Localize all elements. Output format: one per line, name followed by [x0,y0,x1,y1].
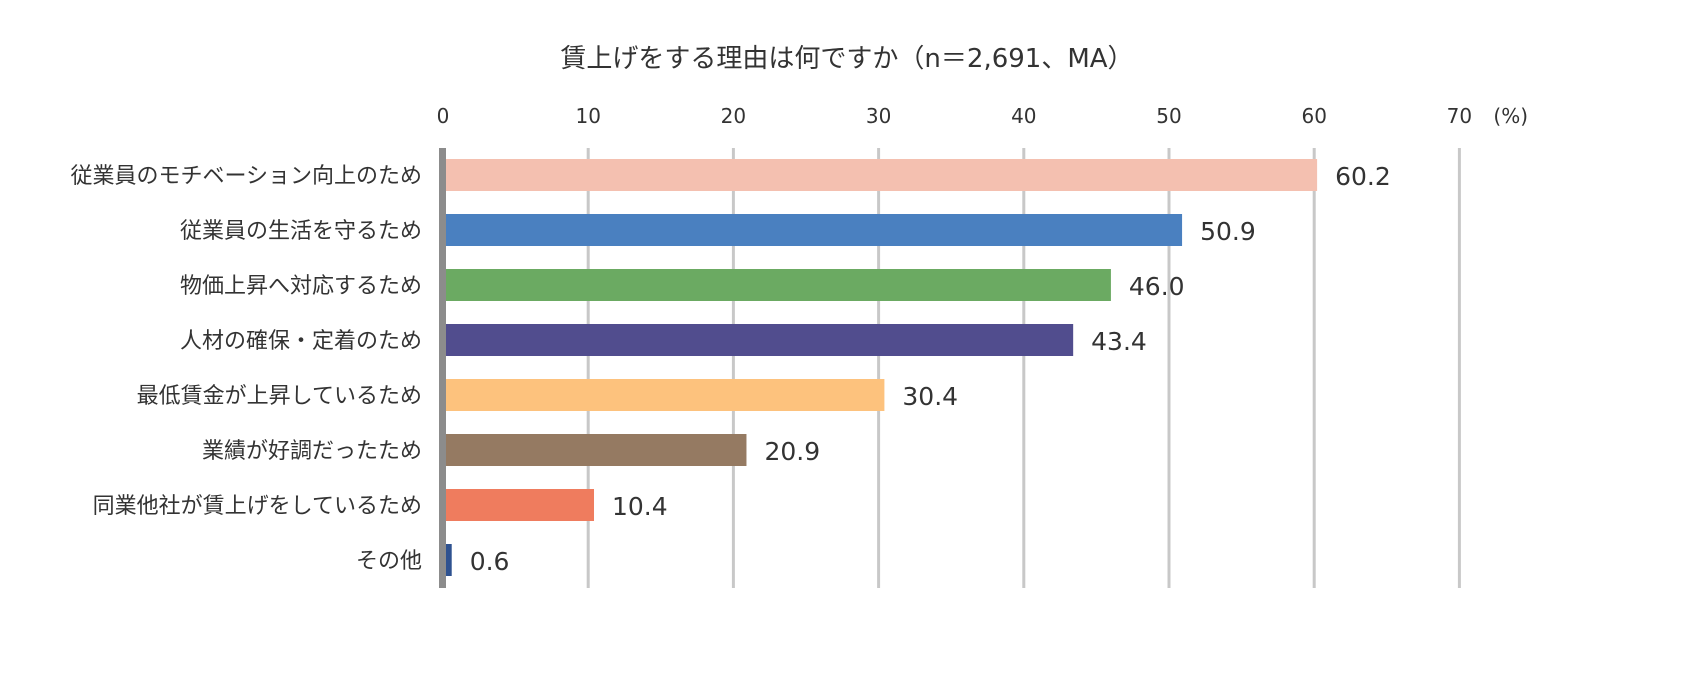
x-tick-label: 60 [1301,104,1326,128]
x-tick-label: 50 [1156,104,1181,128]
x-axis-unit-label: (%) [1493,104,1528,128]
x-tick-label: 20 [721,104,746,128]
bar [443,489,595,521]
data-label: 30.4 [902,382,958,411]
data-label: 60.2 [1335,162,1391,191]
category-labels: 従業員のモチベーション向上のため従業員の生活を守るため物価上昇へ対応するため人材… [70,164,422,574]
bar [443,324,1074,356]
data-label: 20.9 [764,437,820,466]
x-tick-label: 30 [866,104,891,128]
x-tick-label: 70 [1447,104,1472,128]
data-label: 43.4 [1091,327,1147,356]
bar [443,214,1183,246]
y-axis-line [439,148,446,588]
category-label: 最低賃金が上昇しているため [137,384,422,409]
category-label: 業績が好調だったため [202,439,422,464]
chart-title: 賃上げをする理由は何ですか（n＝2,691、MA） [560,44,1133,74]
value-labels: 60.2 50.9 46.0 43.4 30.4 20.9 10.4 0.6 [470,162,1391,576]
category-label: 従業員のモチベーション向上のため [70,164,422,189]
x-axis-ticks: 0 10 20 30 40 50 60 70 (%) [437,104,1528,128]
category-label: 人材の確保・定着のため [180,329,422,354]
bar [443,269,1111,301]
data-label: 10.4 [612,492,668,521]
bar [443,544,452,576]
category-label: 従業員の生活を守るため [180,219,422,244]
data-label: 46.0 [1129,272,1185,301]
x-tick-label: 40 [1011,104,1036,128]
category-label: 同業他社が賃上げをしているため [93,494,422,519]
bars [443,159,1318,576]
bar [443,434,747,466]
bar [443,159,1318,191]
x-tick-label: 10 [575,104,600,128]
data-label: 50.9 [1200,217,1256,246]
bar [443,379,885,411]
x-tick-label: 0 [437,104,450,128]
category-label: その他 [356,549,422,574]
data-label: 0.6 [470,547,510,576]
category-label: 物価上昇へ対応するため [180,274,422,299]
